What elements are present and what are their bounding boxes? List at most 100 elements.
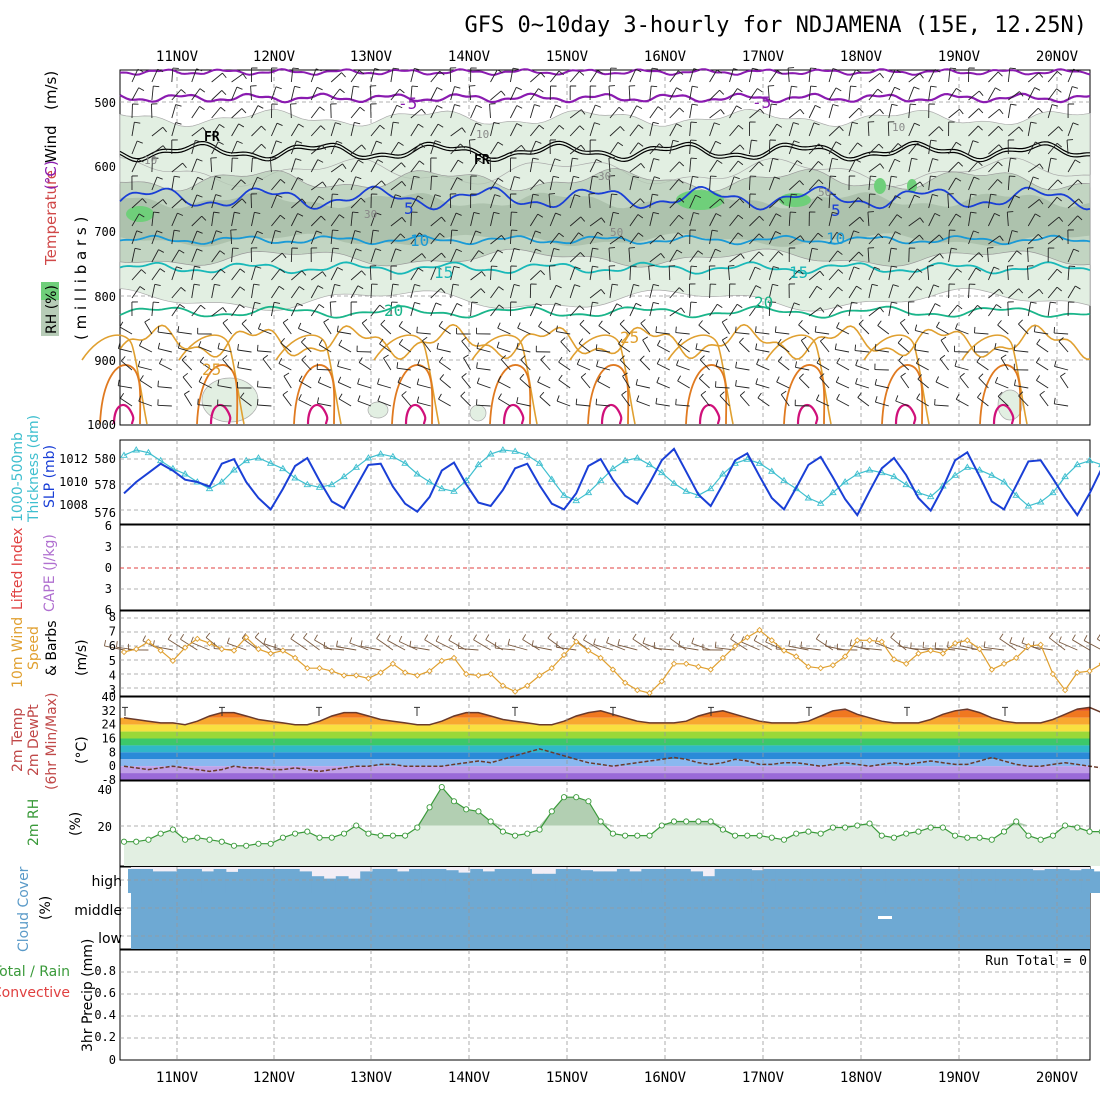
cloud-high-bar xyxy=(910,869,924,893)
ylabel-rh: RH (%) xyxy=(44,285,60,334)
rh2m-point xyxy=(805,828,812,835)
thickness-point xyxy=(327,480,336,488)
contour-label-10b: 10 xyxy=(826,229,845,248)
thickness-line xyxy=(123,449,1100,507)
cloud-high-bar xyxy=(323,878,337,893)
rh2m-point xyxy=(854,822,861,829)
thickness-point xyxy=(963,463,972,470)
temp2m-tick: 16 xyxy=(102,732,116,746)
cloud-high-bar xyxy=(482,871,496,893)
cloud-high-bar xyxy=(140,869,154,893)
thickness-point xyxy=(975,466,984,473)
cloud-high-bar xyxy=(763,869,777,893)
rh2m-point xyxy=(1049,832,1056,839)
contour-label-5b: 5 xyxy=(831,201,841,220)
precip-ytick-4: 0 xyxy=(109,1053,116,1067)
thickness-point xyxy=(1000,478,1008,485)
rh2m-point xyxy=(988,836,995,843)
rh2m-point xyxy=(426,804,433,811)
cloud-high-bar xyxy=(225,871,239,893)
rh2m-point xyxy=(903,830,910,837)
cloud-high-bar xyxy=(885,869,899,893)
cloud-high-bar xyxy=(922,869,936,893)
wind10-point xyxy=(353,672,360,679)
pressure-tick: 600 xyxy=(94,160,116,174)
wind10-point xyxy=(475,672,482,679)
contour-label-20b: 20 xyxy=(754,293,773,312)
rh2m-point xyxy=(450,798,458,805)
day-label-bottom: 16NOV xyxy=(644,1070,687,1086)
cloud-high-bar xyxy=(824,869,838,893)
rh2m-point xyxy=(524,830,531,837)
temperature-mask xyxy=(120,697,1100,725)
thickness-point xyxy=(645,460,654,468)
rh2m-point xyxy=(206,836,213,843)
cloud-high-bar xyxy=(971,869,985,893)
wind10-point xyxy=(866,637,873,644)
thickness-point xyxy=(670,479,678,486)
rh2m-point xyxy=(402,832,409,839)
cloud-high-bar xyxy=(335,876,349,893)
contour-label-20: 20 xyxy=(384,301,403,320)
thickness-point xyxy=(865,466,874,473)
rh2m-point xyxy=(414,824,421,831)
cloud-level-high: high xyxy=(91,874,122,890)
rh2m-point xyxy=(890,834,898,841)
day-label-bottom: 17NOV xyxy=(742,1070,785,1086)
precip-ytick-0: 0.8 xyxy=(94,964,116,978)
precip-axis-labels: 0.8 0.6 0.4 0.2 0 Total / Rain Convectiv… xyxy=(0,939,116,1067)
wind10-point xyxy=(1061,687,1069,694)
rh2m-point xyxy=(1013,818,1020,825)
ylabel-cape: CAPE (J/kg) xyxy=(42,534,58,612)
ylabel-temp2m-1: 2m Temp xyxy=(10,708,26,772)
temp-band xyxy=(120,710,1090,718)
cloud-high-bar xyxy=(653,869,667,893)
cloud-high-bar xyxy=(543,873,557,893)
pressure-tick: 500 xyxy=(94,96,116,110)
rh2m-point xyxy=(939,824,946,831)
wind10-point xyxy=(793,653,800,660)
contour-label-15: 15 xyxy=(434,263,453,282)
rh2m-point xyxy=(560,794,568,801)
thickness-point xyxy=(474,460,483,468)
rh2m-point xyxy=(1000,828,1008,835)
slp-ytick-left-1: 578 xyxy=(94,478,116,492)
rh2m-point xyxy=(548,808,555,815)
slp-ytick-right-2: 1008 xyxy=(59,498,88,512)
wind10-point xyxy=(536,672,543,679)
cloud-high-bar xyxy=(726,869,740,893)
cloud-high-bar xyxy=(372,869,386,893)
rh2m-point xyxy=(842,824,849,831)
rh2m-point xyxy=(744,832,751,839)
rh2m-area xyxy=(124,787,1100,866)
day-label-bottom: 12NOV xyxy=(253,1070,296,1086)
cloud-high-bar xyxy=(445,870,459,893)
rh2m-point xyxy=(976,834,983,841)
cloud-high-bar xyxy=(849,869,862,893)
thickness-point xyxy=(767,467,776,474)
wind10-point xyxy=(597,654,604,662)
wind10-point xyxy=(267,650,274,657)
thickness-point xyxy=(144,448,153,456)
thickness-point xyxy=(743,455,752,462)
thickness-point xyxy=(535,459,544,466)
contour-label-10: 10 xyxy=(410,231,429,250)
rh2m-point xyxy=(169,826,176,833)
thickness-point xyxy=(266,459,275,466)
lifted-axis-labels: 6 3 0 3 6 Lifted Index CAPE (J/kg) xyxy=(10,519,112,617)
cloud-high-bar xyxy=(788,869,801,893)
wind10-tick: 3 xyxy=(109,683,116,697)
wind10-point xyxy=(169,657,177,664)
thickness-point xyxy=(621,456,629,464)
cloud-high-bar xyxy=(531,873,545,893)
cloud-high-bar xyxy=(568,869,581,893)
wind10-point xyxy=(548,665,555,672)
ylabel-rh2m-unit: (%) xyxy=(68,812,84,836)
ylabel-temp: Temperature xyxy=(42,170,60,266)
cloud-high-bar xyxy=(641,869,655,893)
rh2m-point xyxy=(658,822,665,829)
wind10-point xyxy=(1049,670,1057,678)
thickness-point xyxy=(987,471,996,478)
rh-label-10: 10 xyxy=(476,128,489,141)
